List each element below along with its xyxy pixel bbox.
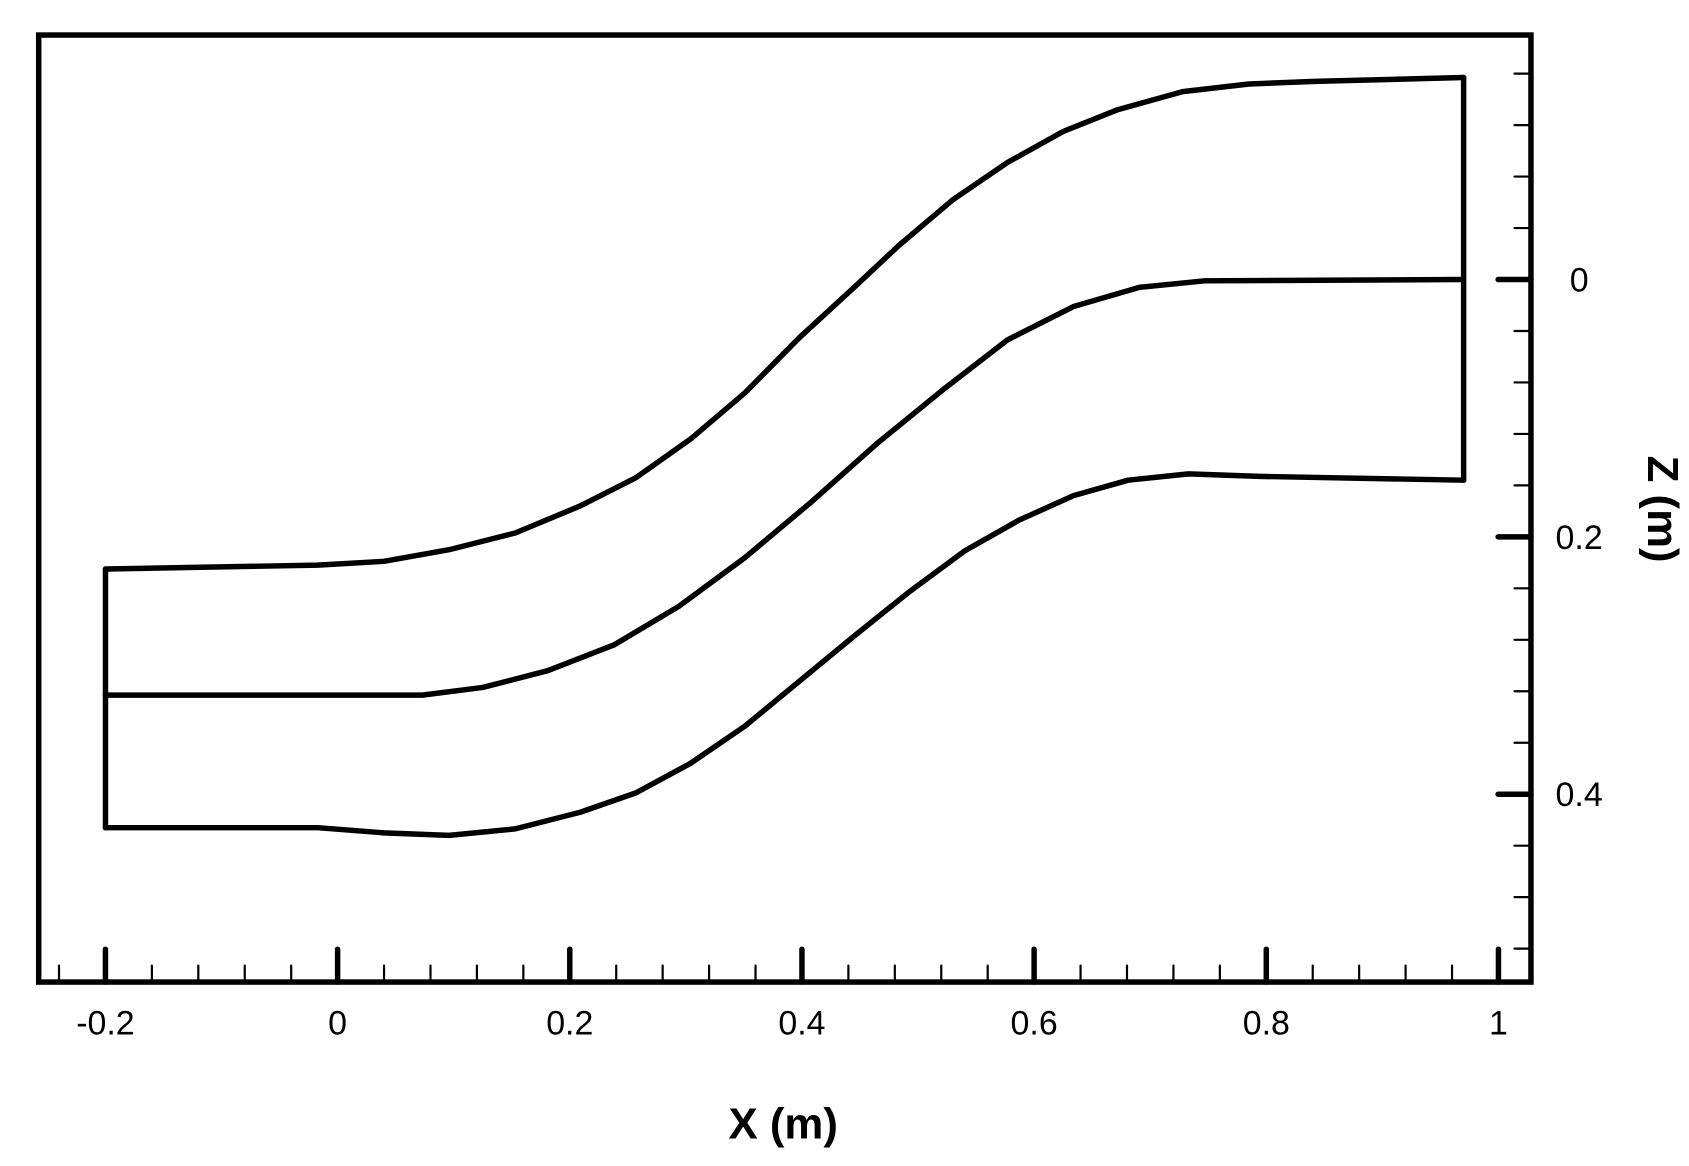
y-tick-label: 0.4 [1556,776,1603,814]
tick-labels: -0.2 0 0.2 0.4 0.6 0.8 1 0 0.2 0.4 [76,262,1602,1043]
series-line-1 [102,276,1463,698]
x-tick-label: 0.8 [1243,1005,1290,1043]
y-axis-title: Z (m) [1638,456,1687,563]
axis-ticks [57,72,1534,985]
x-tick-label: 0.6 [1011,1005,1058,1043]
y-tick-label: 0 [1570,262,1589,300]
x-tick-label: 1 [1489,1005,1508,1043]
x-tick-label: -0.2 [76,1005,134,1043]
plot-frame [35,32,1534,985]
x-tick-label: 0 [328,1005,347,1043]
x-axis-title: X (m) [728,1100,837,1149]
series-line-0 [102,74,1467,572]
y-tick-label: 0.2 [1556,519,1603,557]
series-line-2 [102,471,1467,839]
x-tick-label: 0.2 [546,1005,593,1043]
curves [102,74,1467,839]
x-tick-label: 0.4 [778,1005,825,1043]
